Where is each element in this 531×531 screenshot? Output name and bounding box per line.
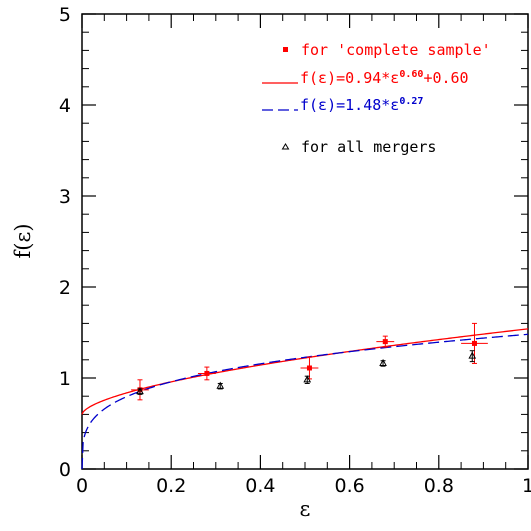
y-tick-label: 3 — [59, 186, 71, 208]
legend-label: f(ε)=0.94*ε0.60+0.60 — [300, 69, 469, 87]
all-mergers-point — [468, 351, 477, 359]
y-tick-label: 4 — [59, 95, 71, 117]
x-tick-label: 0.6 — [334, 475, 364, 497]
all-mergers-point — [379, 358, 387, 366]
complete-sample-point — [204, 370, 210, 376]
ticks-layer: 0 0.2 0.4 0.6 0.8 1 0 1 2 3 4 5 — [59, 4, 531, 497]
all-mergers-point — [136, 387, 144, 395]
curves-layer — [81, 328, 529, 470]
y-tick-label: 0 — [59, 459, 71, 481]
all-mergers-point — [303, 375, 312, 383]
x-tick-label: 0 — [76, 475, 88, 497]
y-axis-label: f(ε) — [11, 223, 35, 258]
legend-marker-triangle — [281, 143, 290, 150]
x-tick-label: 0.2 — [156, 475, 186, 497]
x-axis-label: ε — [300, 497, 311, 521]
points-layer — [131, 322, 488, 401]
y-tick-label: 5 — [59, 4, 71, 26]
fit-curve-1 — [81, 328, 529, 415]
legend: for 'complete sample' f(ε)=0.94*ε0.60+0.6… — [262, 41, 491, 156]
x-tick-label: 0.4 — [245, 475, 275, 497]
complete-sample-point — [471, 340, 477, 346]
legend-label: f(ε)=1.48*ε0.27 — [300, 96, 423, 114]
complete-sample-point — [382, 339, 388, 345]
legend-label: for all mergers — [301, 138, 436, 156]
legend-marker-square — [283, 47, 288, 52]
y-tick-label: 1 — [59, 368, 71, 390]
fit-curve-2 — [81, 333, 529, 470]
y-tick-label: 2 — [59, 277, 71, 299]
all-mergers-point — [216, 381, 225, 389]
x-tick-label: 1 — [522, 475, 531, 497]
legend-label: for 'complete sample' — [301, 41, 491, 59]
complete-sample-point — [306, 365, 312, 371]
x-tick-label: 0.8 — [424, 475, 454, 497]
